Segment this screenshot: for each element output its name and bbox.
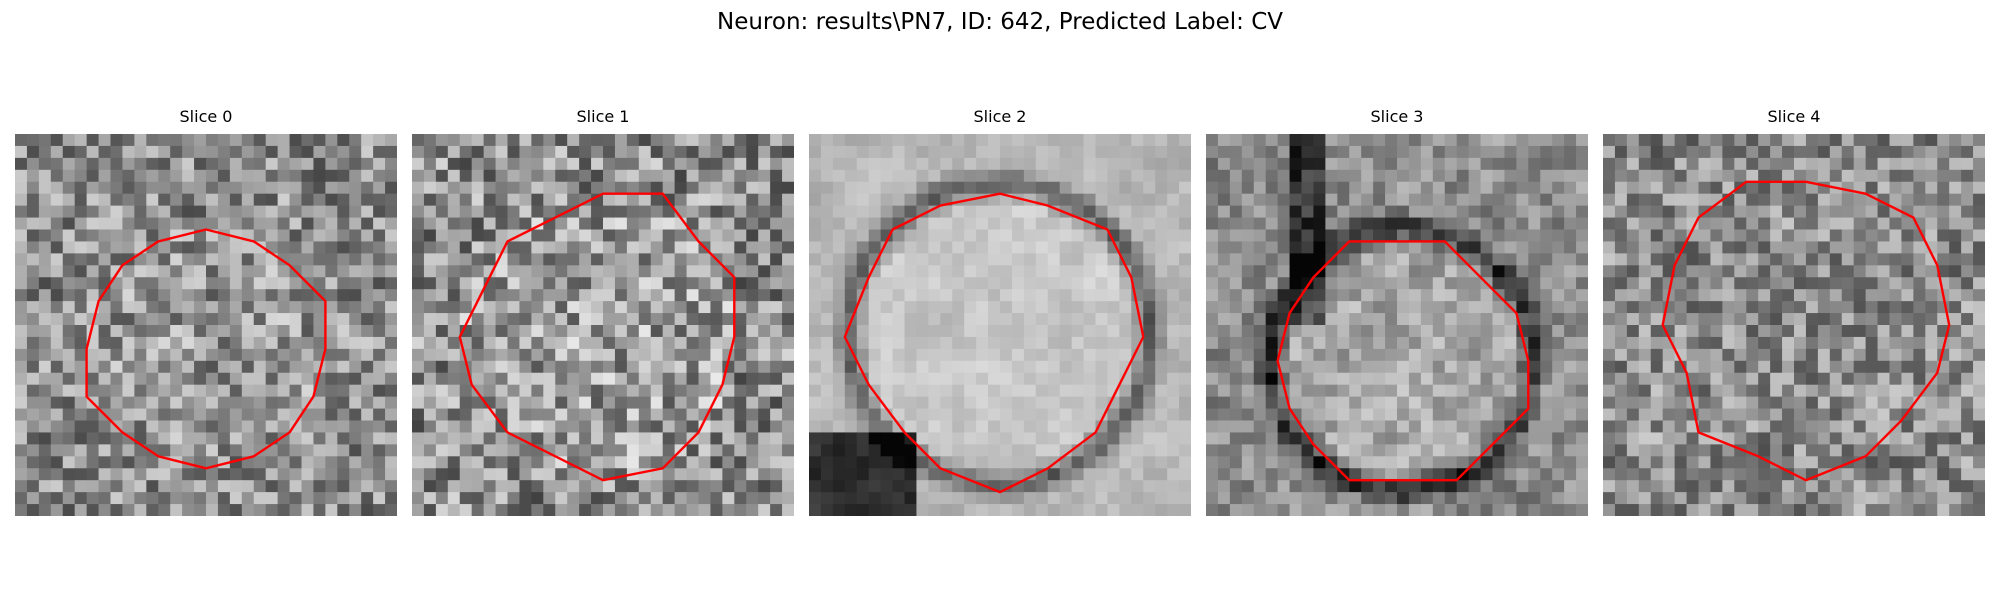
segmentation-contour [843,192,1145,494]
slice-image [809,134,1191,516]
slice-image-4 [1603,134,1985,516]
slice-image-2 [809,134,1191,516]
slice-image [412,134,794,516]
figure-title: Neuron: results\PN7, ID: 642, Predicted … [717,9,1283,35]
segmentation-contour [1661,180,1951,482]
slice-title: Slice 0 [179,107,233,126]
slice-image-3 [1206,134,1588,516]
slice-title: Slice 4 [1767,107,1821,126]
slice-title: Slice 1 [576,107,630,126]
segmentation-contour [458,192,736,482]
slice-title: Slice 3 [1370,107,1424,126]
segmentation-contour [85,228,327,470]
slice-title: Slice 2 [973,107,1027,126]
segmentation-contour [1276,240,1530,482]
slice-image-1 [412,134,794,516]
slice-image [15,134,397,516]
slice-image [1206,134,1588,516]
slice-image [1603,134,1985,516]
slice-image-0 [15,134,397,516]
